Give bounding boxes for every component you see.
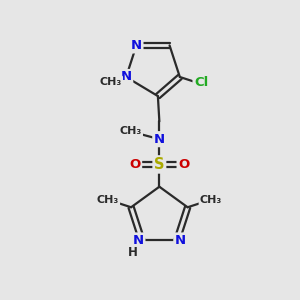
Text: N: N — [133, 234, 144, 247]
Text: Cl: Cl — [194, 76, 208, 89]
Text: H: H — [128, 247, 138, 260]
Text: N: N — [175, 234, 186, 247]
Text: N: N — [121, 70, 132, 83]
Text: O: O — [178, 158, 189, 171]
Text: CH₃: CH₃ — [99, 77, 122, 87]
Text: N: N — [131, 39, 142, 52]
Text: CH₃: CH₃ — [97, 195, 119, 205]
Text: N: N — [154, 133, 165, 146]
Text: O: O — [129, 158, 141, 171]
Text: S: S — [154, 157, 165, 172]
Text: CH₃: CH₃ — [200, 195, 222, 205]
Text: CH₃: CH₃ — [119, 126, 142, 136]
